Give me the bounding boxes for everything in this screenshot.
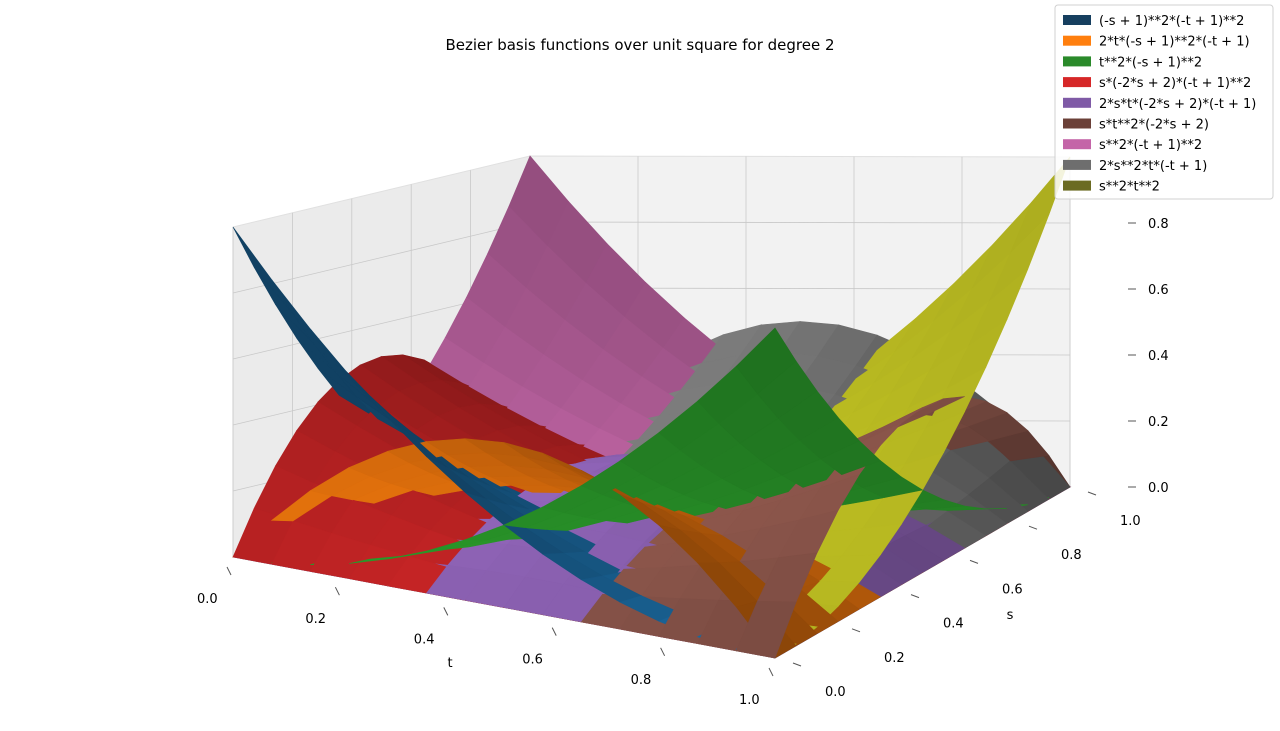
y-tick bbox=[792, 662, 802, 667]
legend-swatch bbox=[1063, 15, 1091, 25]
chart-title: Bezier basis functions over unit square … bbox=[445, 36, 834, 54]
x-tick bbox=[660, 647, 666, 657]
x-tick bbox=[768, 667, 774, 677]
z-tick-label: 0.8 bbox=[1148, 217, 1169, 232]
legend: (-s + 1)**2*(-t + 1)**2 2*t*(-s + 1)**2*(… bbox=[1054, 4, 1274, 200]
legend-swatch bbox=[1063, 56, 1091, 67]
legend-entry: (-s + 1)**2*(-t + 1)**2 bbox=[1099, 14, 1244, 29]
y-tick bbox=[969, 559, 979, 564]
z-tick-label: 0.2 bbox=[1148, 415, 1169, 430]
y-tick bbox=[851, 628, 861, 633]
x-tick bbox=[443, 607, 449, 616]
y-tick-label: 0.4 bbox=[943, 617, 964, 632]
grid-left-z bbox=[232, 221, 531, 294]
surfaces-layer bbox=[231, 155, 1072, 659]
y-axis-label: s bbox=[1007, 608, 1014, 623]
x-tick-label: 0.2 bbox=[305, 612, 326, 627]
y-tick bbox=[1028, 525, 1038, 530]
legend-entry: s*t**2*(-2*s + 2) bbox=[1099, 118, 1209, 133]
y-tick-label: 1.0 bbox=[1120, 514, 1141, 529]
z-tick-label: 0.0 bbox=[1148, 481, 1169, 496]
x-tick-label: 0.6 bbox=[522, 653, 543, 668]
legend-swatch bbox=[1063, 118, 1091, 129]
z-tick-label: 0.4 bbox=[1148, 349, 1169, 364]
y-tick-label: 0.6 bbox=[1002, 582, 1023, 597]
x-tick-label: 1.0 bbox=[739, 693, 760, 708]
y-tick-label: 0.8 bbox=[1061, 548, 1082, 563]
surface-patch-3 bbox=[735, 327, 797, 395]
y-tick-label: 0.2 bbox=[884, 651, 905, 666]
legend-entry: t**2*(-s + 1)**2 bbox=[1099, 55, 1202, 70]
legend-entry: 2*t*(-s + 1)**2*(-t + 1) bbox=[1099, 35, 1250, 50]
legend-entry: s**2*(-t + 1)**2 bbox=[1099, 138, 1202, 153]
x-tick bbox=[226, 566, 232, 576]
x-tick bbox=[551, 627, 557, 636]
x-tick-label: 0.8 bbox=[631, 673, 652, 688]
legend-swatch bbox=[1063, 159, 1091, 170]
axes-ticks: 0.0 0.2 0.4 0.6 0.8 1.0 0.0 0.2 0.4 0.6 0.8 1.0 0.0 0… bbox=[197, 217, 1169, 708]
x-axis-label: t bbox=[447, 656, 452, 671]
legend-entry: 2*s*t*(-2*s + 2)*(-t + 1) bbox=[1099, 97, 1256, 112]
grid-back-z bbox=[529, 221, 1071, 224]
legend-entry: 2*s**2*t*(-t + 1) bbox=[1099, 159, 1207, 174]
y-tick bbox=[1087, 491, 1097, 496]
legend-box bbox=[1054, 4, 1274, 200]
legend-entry: s*(-2*s + 2)*(-t + 1)**2 bbox=[1099, 76, 1251, 91]
z-tick-label: 0.6 bbox=[1148, 283, 1169, 298]
legend-entry: s**2*t**2 bbox=[1099, 180, 1160, 195]
legend-swatch bbox=[1063, 180, 1091, 191]
surface-patch-6 bbox=[735, 600, 797, 659]
x-tick-label: 0.0 bbox=[197, 592, 218, 607]
legend-swatch bbox=[1063, 139, 1091, 150]
legend-swatch bbox=[1063, 97, 1091, 108]
y-tick bbox=[910, 594, 920, 599]
legend-swatch bbox=[1063, 35, 1091, 46]
legend-swatch bbox=[1063, 77, 1091, 88]
x-tick-label: 0.4 bbox=[414, 632, 435, 647]
y-tick-label: 0.0 bbox=[825, 685, 846, 700]
x-tick bbox=[334, 586, 340, 596]
